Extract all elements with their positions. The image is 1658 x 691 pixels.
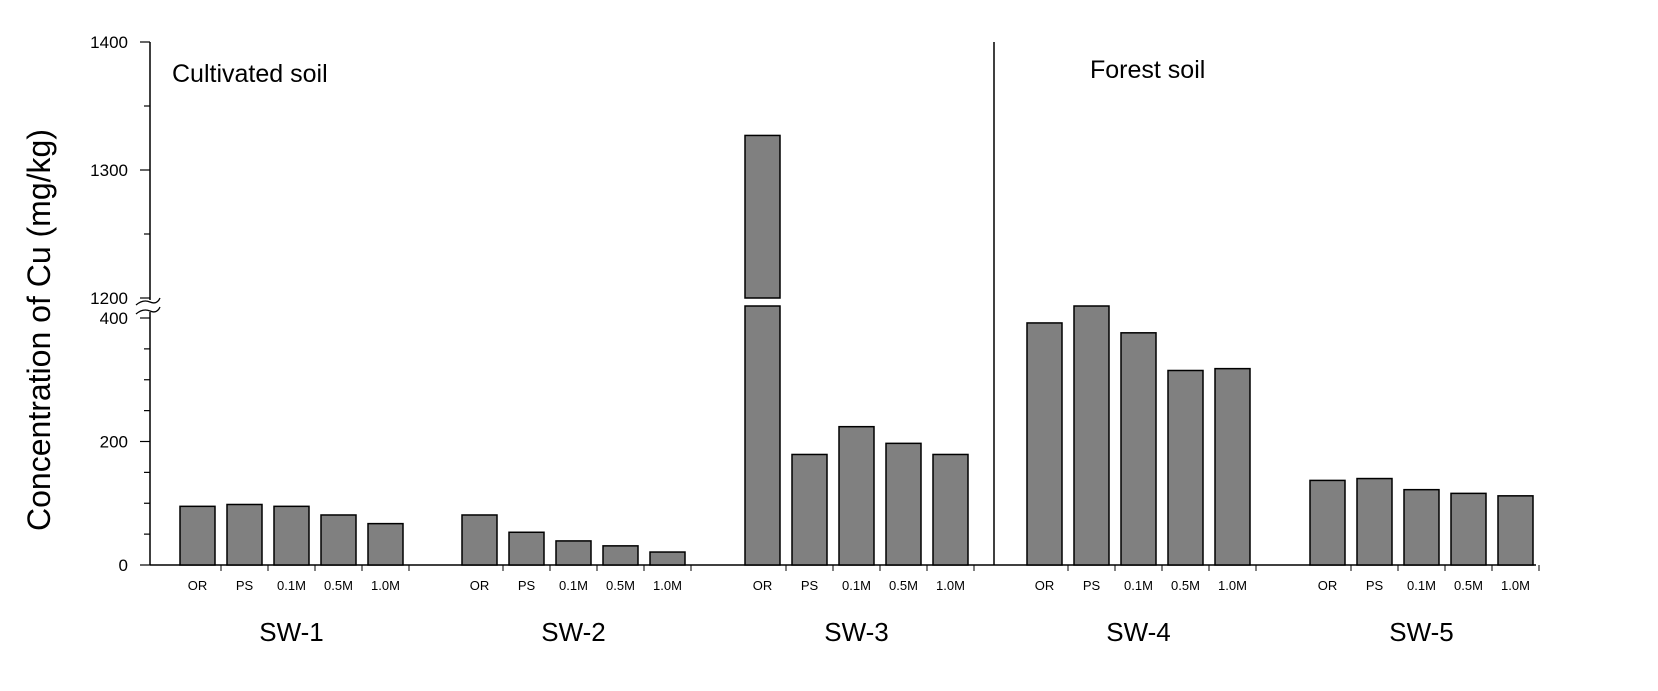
category-label: 0.1M (1124, 578, 1153, 593)
bar (1356, 477, 1393, 566)
bar (1309, 479, 1346, 566)
section-labels: Cultivated soil Forest soil (172, 56, 1205, 88)
bar (791, 453, 828, 566)
bar (932, 453, 969, 566)
category-label: OR (470, 578, 490, 593)
bar (1497, 495, 1534, 566)
category-label: 0.1M (1407, 578, 1436, 593)
section-label-forest: Forest soil (1090, 56, 1205, 84)
category-label: 1.0M (1218, 578, 1247, 593)
y-tick-label: 400 (100, 309, 128, 328)
category-label: 1.0M (371, 578, 400, 593)
category-label: PS (801, 578, 819, 593)
category-label: 0.5M (1171, 578, 1200, 593)
bar (838, 425, 875, 566)
group-label: SW-2 (541, 617, 606, 647)
category-label: PS (1366, 578, 1384, 593)
bar (1450, 492, 1487, 566)
y-tick-label: 1200 (90, 289, 128, 308)
category-label: PS (518, 578, 536, 593)
bar (1403, 488, 1440, 566)
bar (226, 503, 263, 566)
bar (461, 514, 498, 566)
bar (1167, 369, 1204, 566)
category-label: OR (188, 578, 208, 593)
axis-break-mark (135, 297, 161, 306)
category-label: 0.5M (606, 578, 635, 593)
category-label: OR (1318, 578, 1338, 593)
y-tick-label: 1400 (90, 33, 128, 52)
category-label: 0.5M (889, 578, 918, 593)
category-label: 1.0M (1501, 578, 1530, 593)
axis-break-mark (135, 306, 161, 315)
y-tick-label: 0 (119, 556, 128, 575)
bar (1214, 367, 1251, 566)
bars (179, 134, 1534, 566)
bar (649, 551, 686, 566)
category-label: PS (1083, 578, 1101, 593)
group-label: SW-5 (1389, 617, 1454, 647)
y-tick-label: 200 (100, 433, 128, 452)
bar (744, 134, 781, 299)
bar (1120, 332, 1157, 566)
group-label: SW-4 (1106, 617, 1171, 647)
category-label: 0.1M (277, 578, 306, 593)
bar (744, 305, 781, 566)
bar (273, 505, 310, 566)
bar (602, 545, 639, 566)
bar (885, 442, 922, 566)
bar (320, 514, 357, 566)
category-label: OR (753, 578, 773, 593)
bar (367, 522, 404, 566)
bar (508, 531, 545, 566)
category-label: PS (236, 578, 254, 593)
category-label: 1.0M (936, 578, 965, 593)
bar (555, 540, 592, 566)
bar (179, 505, 216, 566)
bar (1073, 305, 1110, 566)
category-label: 0.1M (842, 578, 871, 593)
group-label: SW-3 (824, 617, 889, 647)
section-label-cultivated: Cultivated soil (172, 60, 328, 88)
category-label: 0.5M (324, 578, 353, 593)
category-label: 0.5M (1454, 578, 1483, 593)
category-label: 1.0M (653, 578, 682, 593)
category-label: 0.1M (559, 578, 588, 593)
bar (1026, 322, 1063, 566)
y-tick-label: 1300 (90, 161, 128, 180)
category-label: OR (1035, 578, 1055, 593)
group-label: SW-1 (259, 617, 324, 647)
y-axis-label: Concentration of Cu (mg/kg) (21, 129, 57, 531)
